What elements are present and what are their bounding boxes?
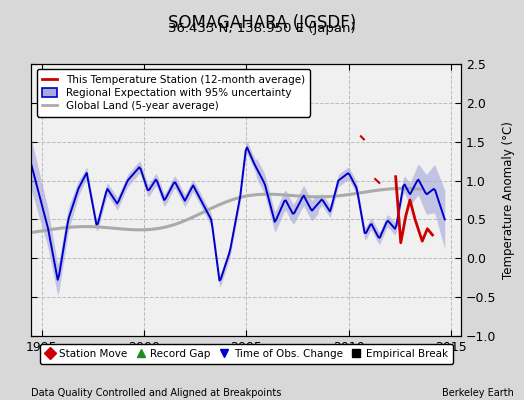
Text: Berkeley Earth: Berkeley Earth bbox=[442, 388, 514, 398]
Text: 36.433 N, 138.950 E (Japan): 36.433 N, 138.950 E (Japan) bbox=[168, 22, 356, 35]
Legend: Station Move, Record Gap, Time of Obs. Change, Empirical Break: Station Move, Record Gap, Time of Obs. C… bbox=[39, 344, 453, 364]
Text: Data Quality Controlled and Aligned at Breakpoints: Data Quality Controlled and Aligned at B… bbox=[31, 388, 282, 398]
Text: SOMAGAHARA (JGSDF): SOMAGAHARA (JGSDF) bbox=[168, 14, 356, 32]
Y-axis label: Temperature Anomaly (°C): Temperature Anomaly (°C) bbox=[502, 121, 515, 279]
Legend: This Temperature Station (12-month average), Regional Expectation with 95% uncer: This Temperature Station (12-month avera… bbox=[37, 69, 310, 116]
